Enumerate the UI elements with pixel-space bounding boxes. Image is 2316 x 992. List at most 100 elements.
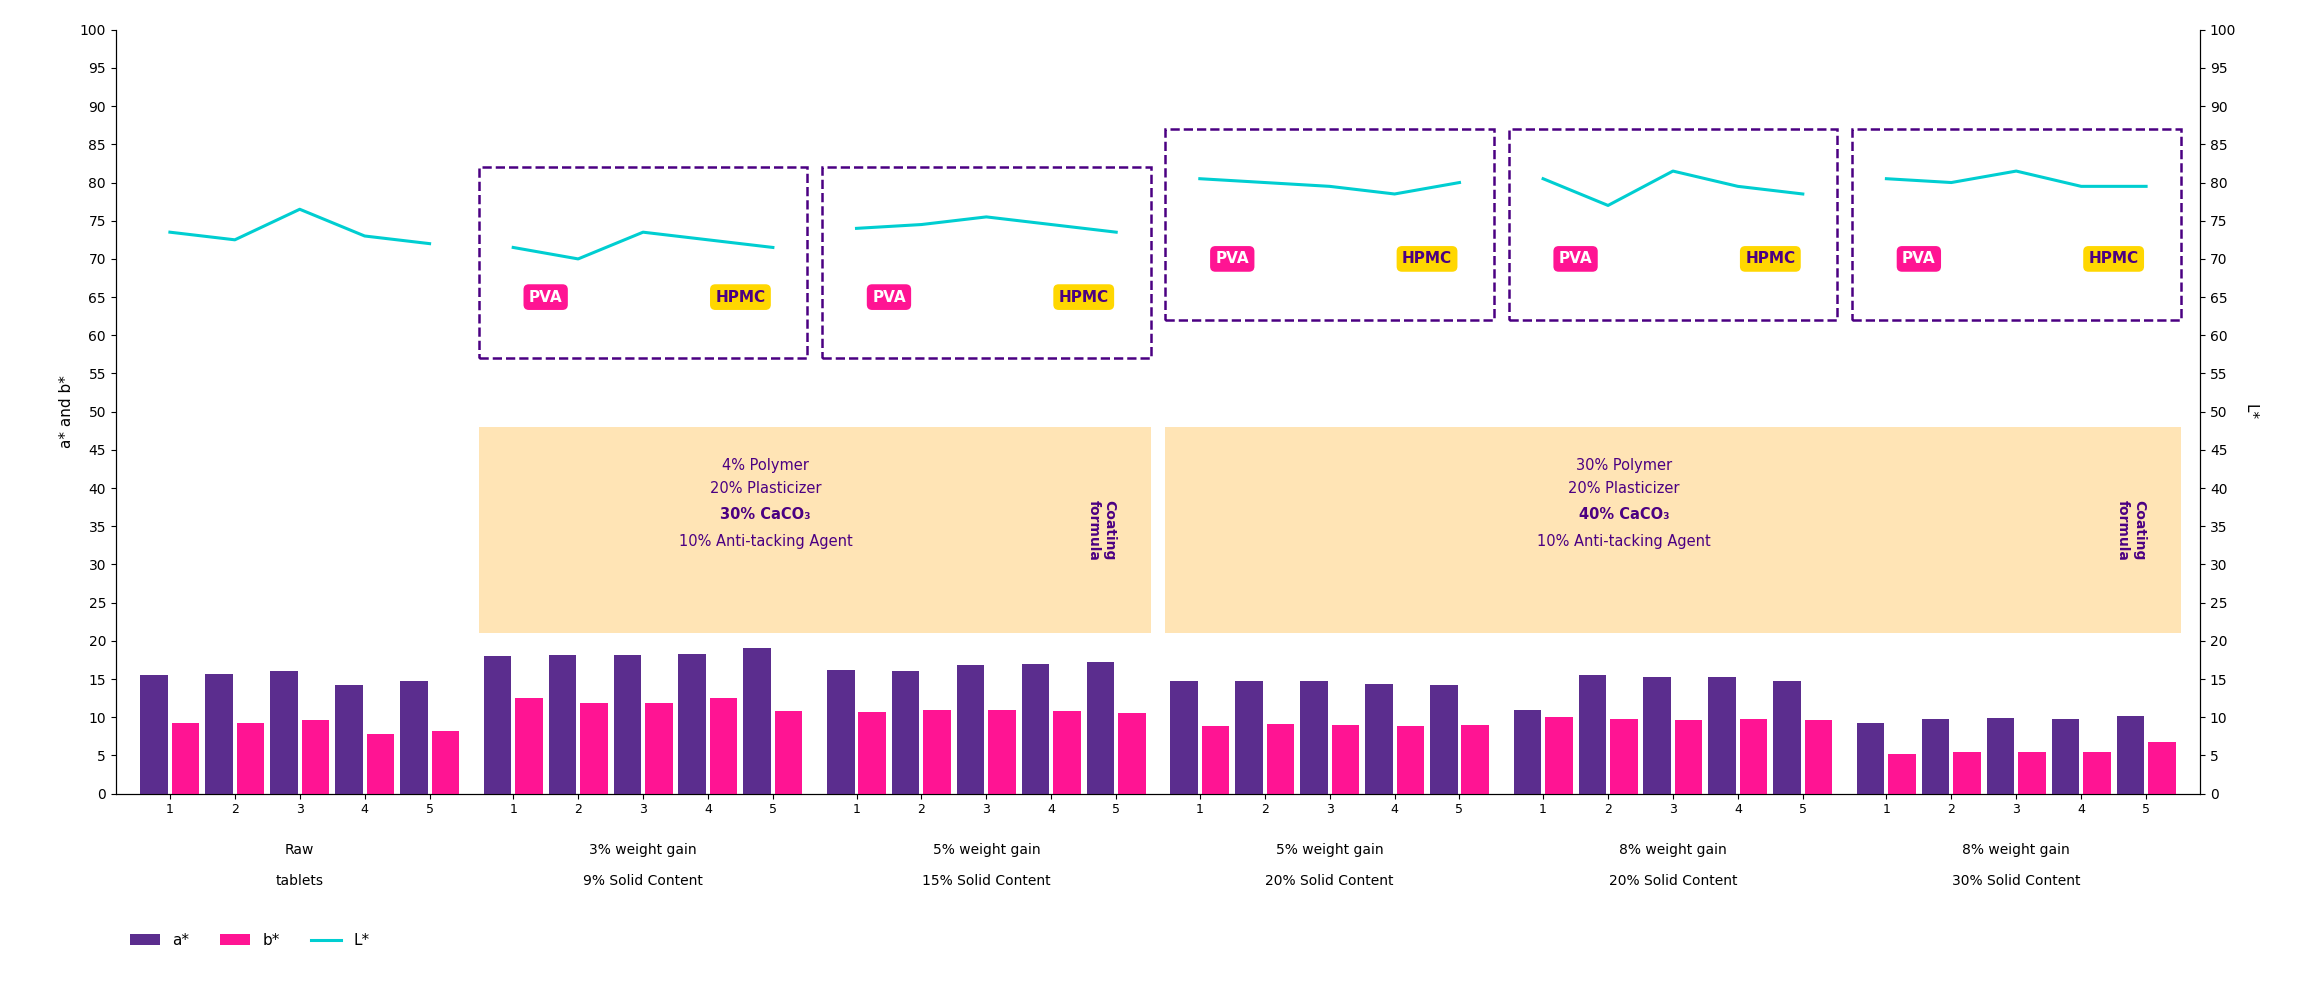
- Bar: [1804, 719, 1832, 794]
- Bar: [1234, 682, 1262, 794]
- Text: HPMC: HPMC: [2089, 251, 2138, 267]
- Bar: [989, 709, 1017, 794]
- Bar: [1952, 752, 1980, 794]
- Bar: [1429, 685, 1457, 794]
- Bar: [1508, 129, 1837, 320]
- Bar: [827, 670, 855, 794]
- Text: 30% Polymer: 30% Polymer: [1575, 457, 1672, 472]
- Bar: [1580, 676, 1605, 794]
- Bar: [1739, 719, 1767, 794]
- Bar: [743, 649, 771, 794]
- Bar: [1857, 722, 1885, 794]
- Bar: [646, 703, 672, 794]
- Bar: [859, 712, 887, 794]
- Bar: [776, 711, 801, 794]
- Bar: [1853, 129, 2182, 320]
- Text: 15% Solid Content: 15% Solid Content: [922, 874, 1051, 888]
- Text: 5% weight gain: 5% weight gain: [933, 843, 1040, 857]
- Bar: [2017, 752, 2045, 794]
- Bar: [514, 698, 542, 794]
- Bar: [1545, 717, 1573, 794]
- Bar: [141, 676, 169, 794]
- Bar: [1086, 663, 1114, 794]
- Bar: [1332, 725, 1359, 794]
- Text: PVA: PVA: [528, 290, 563, 305]
- Text: PVA: PVA: [873, 290, 906, 305]
- Text: HPMC: HPMC: [1746, 251, 1795, 267]
- Text: 20% Solid Content: 20% Solid Content: [1265, 874, 1394, 888]
- Bar: [1119, 713, 1146, 794]
- Bar: [957, 666, 984, 794]
- Bar: [1674, 719, 1702, 794]
- Bar: [1021, 664, 1049, 794]
- Bar: [366, 734, 394, 794]
- Bar: [1709, 677, 1737, 794]
- Bar: [479, 168, 808, 358]
- Text: 30% CaCO₃: 30% CaCO₃: [720, 507, 811, 523]
- Bar: [1644, 677, 1670, 794]
- Bar: [1170, 681, 1197, 794]
- Bar: [924, 709, 952, 794]
- Bar: [236, 723, 264, 794]
- Bar: [1165, 129, 1494, 320]
- Bar: [336, 685, 364, 794]
- Bar: [711, 698, 736, 794]
- Bar: [1364, 684, 1392, 794]
- Bar: [2052, 719, 2080, 794]
- Legend: a*, b*, L*: a*, b*, L*: [123, 927, 375, 954]
- Bar: [271, 671, 299, 794]
- Text: 4% Polymer: 4% Polymer: [723, 457, 808, 472]
- Bar: [479, 427, 1151, 633]
- Text: 8% weight gain: 8% weight gain: [1962, 843, 2071, 857]
- Text: PVA: PVA: [1216, 251, 1248, 267]
- Text: 10% Anti-tacking Agent: 10% Anti-tacking Agent: [1538, 534, 1712, 549]
- Y-axis label: L*: L*: [2242, 404, 2258, 420]
- Bar: [1922, 719, 1950, 794]
- Bar: [431, 731, 459, 794]
- Bar: [301, 719, 329, 794]
- Bar: [549, 656, 577, 794]
- Bar: [2117, 715, 2145, 794]
- Text: PVA: PVA: [1901, 251, 1936, 267]
- Bar: [679, 654, 706, 794]
- Text: 8% weight gain: 8% weight gain: [1619, 843, 1728, 857]
- Text: PVA: PVA: [1559, 251, 1593, 267]
- Bar: [892, 672, 919, 794]
- Bar: [1165, 427, 2182, 633]
- Text: 10% Anti-tacking Agent: 10% Anti-tacking Agent: [679, 534, 852, 549]
- Text: 5% weight gain: 5% weight gain: [1276, 843, 1383, 857]
- Bar: [1610, 719, 1637, 794]
- Text: 9% Solid Content: 9% Solid Content: [584, 874, 704, 888]
- Bar: [1299, 682, 1327, 794]
- Bar: [1774, 682, 1802, 794]
- Bar: [1202, 726, 1230, 794]
- Bar: [1515, 709, 1540, 794]
- Text: tablets: tablets: [276, 874, 324, 888]
- Text: HPMC: HPMC: [1401, 251, 1452, 267]
- Text: 20% Plasticizer: 20% Plasticizer: [709, 480, 822, 496]
- Bar: [1461, 725, 1489, 794]
- Bar: [2082, 752, 2110, 794]
- Bar: [2147, 742, 2175, 794]
- Text: HPMC: HPMC: [716, 290, 767, 305]
- Bar: [1267, 724, 1295, 794]
- Bar: [822, 168, 1151, 358]
- Bar: [1054, 711, 1082, 794]
- Text: 3% weight gain: 3% weight gain: [588, 843, 697, 857]
- Bar: [579, 703, 607, 794]
- Bar: [206, 674, 234, 794]
- Text: 30% Solid Content: 30% Solid Content: [1952, 874, 2080, 888]
- Y-axis label: a* and b*: a* and b*: [60, 375, 74, 448]
- Text: HPMC: HPMC: [1058, 290, 1109, 305]
- Bar: [614, 655, 642, 794]
- Text: Raw: Raw: [285, 843, 315, 857]
- Bar: [484, 656, 512, 794]
- Bar: [1987, 718, 2015, 794]
- Text: 20% Plasticizer: 20% Plasticizer: [1568, 480, 1679, 496]
- Text: Coating
formula: Coating formula: [2117, 500, 2147, 560]
- Bar: [401, 681, 428, 794]
- Text: Coating
formula: Coating formula: [1086, 500, 1116, 560]
- Bar: [1888, 754, 1915, 794]
- Text: 40% CaCO₃: 40% CaCO₃: [1580, 507, 1670, 523]
- Bar: [171, 723, 199, 794]
